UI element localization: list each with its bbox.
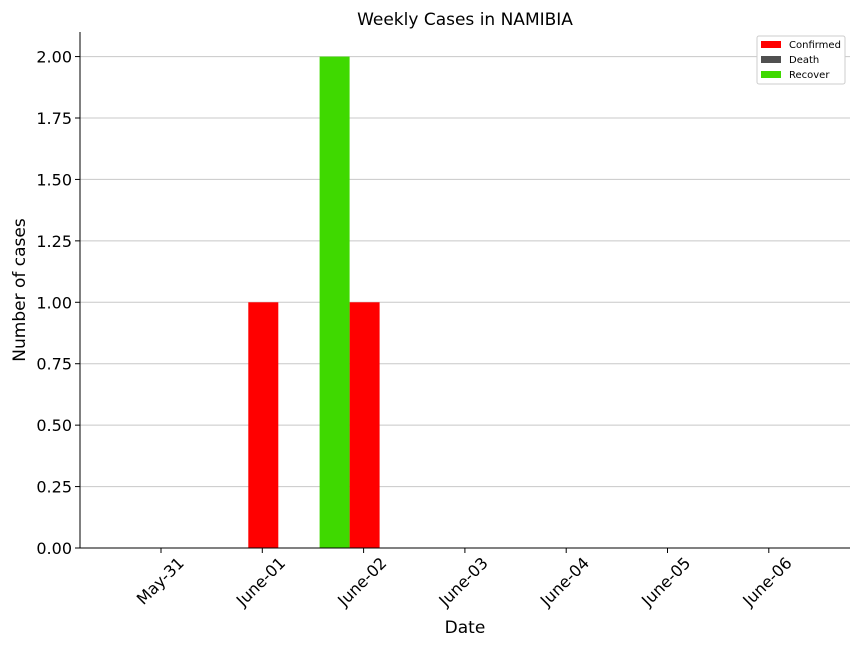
y-tick-label: 0.50: [36, 416, 72, 435]
bar-confirmed: [349, 302, 380, 548]
y-ticks: 0.00 0.25 0.50 0.75 1.00 1.25 1.50 1.75 2.00: [36, 48, 80, 558]
legend-swatch-confirmed: [761, 41, 781, 48]
x-tick-label: June-01: [232, 553, 289, 610]
y-tick-label: 2.00: [36, 48, 72, 67]
y-tick-label: 0.00: [36, 539, 72, 558]
bar-confirmed: [248, 302, 279, 548]
legend-label-confirmed: Confirmed: [789, 40, 841, 51]
y-tick-label: 1.50: [36, 170, 72, 189]
y-tick-label: 1.00: [36, 293, 72, 312]
x-axis-label: Date: [445, 618, 486, 638]
legend-label-death: Death: [789, 55, 819, 66]
x-tick-label: June-04: [536, 553, 593, 610]
y-tick-label: 0.25: [36, 478, 72, 497]
y-tick-label: 1.75: [36, 109, 72, 128]
x-tick-label: June-05: [637, 553, 694, 610]
x-ticks: May-31 June-01 June-02 June-03 June-04 June-0…: [133, 548, 796, 611]
x-tick-label: May-31: [133, 553, 188, 608]
x-tick-label: June-02: [333, 553, 390, 610]
y-tick-label: 0.75: [36, 355, 72, 374]
legend-swatch-death: [761, 56, 781, 63]
x-tick-label: June-06: [738, 553, 795, 610]
legend-swatch-recover: [761, 71, 781, 78]
x-tick-label: June-03: [434, 553, 491, 610]
legend: Confirmed Death Recover: [756, 35, 846, 85]
grid-lines: [80, 56, 850, 549]
bar-recover: [319, 56, 350, 548]
legend-label-recover: Recover: [789, 70, 830, 81]
y-tick-label: 1.25: [36, 232, 72, 251]
bars: [248, 56, 380, 548]
y-axis-label: Number of cases: [10, 218, 30, 362]
chart-title: Weekly Cases in NAMIBIA: [357, 10, 573, 30]
